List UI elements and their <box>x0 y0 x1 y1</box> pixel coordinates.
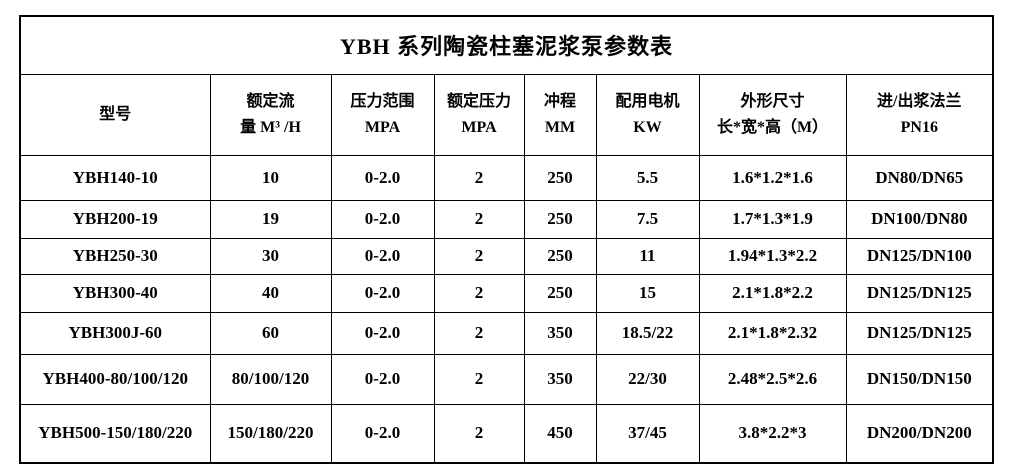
cell-rated-flow: 40 <box>209 273 332 313</box>
col-header-line2: MPA <box>364 118 401 136</box>
col-header-rated-pressure: 额定压力 MPA <box>433 73 525 156</box>
col-header-line1: 进/出浆法兰 <box>877 92 962 110</box>
cell-dimensions: 2.1*1.8*2.32 <box>698 311 847 355</box>
cell-flange: DN200/DN200 <box>845 403 994 464</box>
cell-rated-flow: 30 <box>209 237 332 275</box>
cell-pressure-range: 0-2.0 <box>330 199 435 239</box>
cell-stroke: 250 <box>523 237 597 275</box>
cell-stroke: 350 <box>523 311 597 355</box>
cell-rated-flow: 19 <box>209 199 332 239</box>
cell-motor-power: 7.5 <box>595 199 700 239</box>
cell-flange: DN125/DN125 <box>845 311 994 355</box>
col-header-line1: 额定流 <box>246 92 295 110</box>
col-header-line1: 冲程 <box>543 92 576 110</box>
cell-model: YBH300-40 <box>19 273 211 313</box>
cell-dimensions: 1.6*1.2*1.6 <box>698 154 847 201</box>
table-row: YBH400-80/100/120 80/100/120 0-2.0 2 350 22/3… <box>19 353 994 405</box>
col-header-pressure-range: 压力范围 MPA <box>330 73 435 156</box>
table-row: YBH300-40 40 0-2.0 2 250 15 2.1*1.8*2.2 DN125/D… <box>19 273 994 313</box>
cell-model: YBH400-80/100/120 <box>19 353 211 405</box>
col-header-line2: PN16 <box>900 118 938 136</box>
cell-pressure-range: 0-2.0 <box>330 154 435 201</box>
cell-dimensions: 2.1*1.8*2.2 <box>698 273 847 313</box>
cell-flange: DN100/DN80 <box>845 199 994 239</box>
cell-rated-pressure: 2 <box>433 273 525 313</box>
col-header-model: 型号 <box>19 73 211 156</box>
col-header-line1: 外形尺寸 <box>740 92 805 110</box>
header-row: 型号 额定流量 M³ /H 压力范围 MPA 额定压力 MPA 冲程 MM 配用电机 KW 外形尺寸… <box>19 73 994 156</box>
col-header-line1: 配用电机 <box>615 92 680 110</box>
col-header-flange: 进/出浆法兰 PN16 <box>845 73 994 156</box>
col-header-dimensions: 外形尺寸长*宽*高（M） <box>698 73 847 156</box>
table-row: YBH200-19 19 0-2.0 2 250 7.5 1.7*1.3*1.9 DN100/… <box>19 199 994 239</box>
cell-pressure-range: 0-2.0 <box>330 403 435 464</box>
cell-rated-flow: 60 <box>209 311 332 355</box>
col-header-line2: MPA <box>461 118 497 136</box>
table-row: YBH140-10 10 0-2.0 2 250 5.5 1.6*1.2*1.6 DN80/D… <box>19 154 994 201</box>
table-row: YBH500-150/180/220 150/180/220 0-2.0 2 450 37… <box>19 403 994 464</box>
title-row: YBH 系列陶瓷柱塞泥浆泵参数表 <box>19 15 994 75</box>
cell-flange: DN125/DN100 <box>845 237 994 275</box>
cell-pressure-range: 0-2.0 <box>330 311 435 355</box>
col-header-line1: 型号 <box>99 105 132 123</box>
cell-dimensions: 1.7*1.3*1.9 <box>698 199 847 239</box>
cell-dimensions: 1.94*1.3*2.2 <box>698 237 847 275</box>
cell-rated-pressure: 2 <box>433 403 525 464</box>
col-header-line2: 长*宽*高（M） <box>716 118 829 136</box>
table-row: YBH300J-60 60 0-2.0 2 350 18.5/22 2.1*1.8*2.32… <box>19 311 994 355</box>
spec-table: YBH 系列陶瓷柱塞泥浆泵参数表 型号 额定流量 M³ /H 压力范围 MPA 额定压力… <box>19 15 995 464</box>
cell-rated-pressure: 2 <box>433 353 525 405</box>
cell-motor-power: 15 <box>595 273 700 313</box>
cell-pressure-range: 0-2.0 <box>330 237 435 275</box>
col-header-stroke: 冲程 MM <box>523 73 597 156</box>
col-header-line1: 压力范围 <box>350 92 415 110</box>
cell-rated-flow: 150/180/220 <box>209 403 332 464</box>
cell-model: YBH140-10 <box>19 154 211 201</box>
cell-rated-pressure: 2 <box>433 154 525 201</box>
col-header-rated-flow: 额定流量 M³ /H <box>209 73 332 156</box>
cell-motor-power: 18.5/22 <box>595 311 700 355</box>
cell-motor-power: 11 <box>595 237 700 275</box>
cell-model: YBH200-19 <box>19 199 211 239</box>
cell-model: YBH300J-60 <box>19 311 211 355</box>
col-header-line2: KW <box>633 118 662 136</box>
cell-flange: DN125/DN125 <box>845 273 994 313</box>
cell-dimensions: 2.48*2.5*2.6 <box>698 353 847 405</box>
cell-stroke: 250 <box>523 199 597 239</box>
table-row: YBH250-30 30 0-2.0 2 250 11 1.94*1.3*2.2 DN125/… <box>19 237 994 275</box>
cell-pressure-range: 0-2.0 <box>330 273 435 313</box>
cell-pressure-range: 0-2.0 <box>330 353 435 405</box>
col-header-line2: 量 M³ /H <box>240 118 301 136</box>
cell-stroke: 250 <box>523 154 597 201</box>
cell-model: YBH500-150/180/220 <box>19 403 211 464</box>
col-header-line2: MM <box>544 118 576 136</box>
cell-model: YBH250-30 <box>19 237 211 275</box>
table-body: YBH140-10 10 0-2.0 2 250 5.5 1.6*1.2*1.6 DN80/D… <box>19 154 994 464</box>
cell-motor-power: 37/45 <box>595 403 700 464</box>
cell-motor-power: 5.5 <box>595 154 700 201</box>
page-title: YBH 系列陶瓷柱塞泥浆泵参数表 <box>19 15 994 75</box>
cell-flange: DN150/DN150 <box>845 353 994 405</box>
cell-stroke: 450 <box>523 403 597 464</box>
col-header-line1: 额定压力 <box>446 92 511 110</box>
cell-rated-flow: 10 <box>209 154 332 201</box>
cell-motor-power: 22/30 <box>595 353 700 405</box>
cell-flange: DN80/DN65 <box>845 154 994 201</box>
cell-rated-pressure: 2 <box>433 237 525 275</box>
cell-stroke: 350 <box>523 353 597 405</box>
cell-dimensions: 3.8*2.2*3 <box>698 403 847 464</box>
cell-rated-pressure: 2 <box>433 311 525 355</box>
cell-rated-flow: 80/100/120 <box>209 353 332 405</box>
col-header-motor-power: 配用电机 KW <box>595 73 700 156</box>
cell-stroke: 250 <box>523 273 597 313</box>
cell-rated-pressure: 2 <box>433 199 525 239</box>
